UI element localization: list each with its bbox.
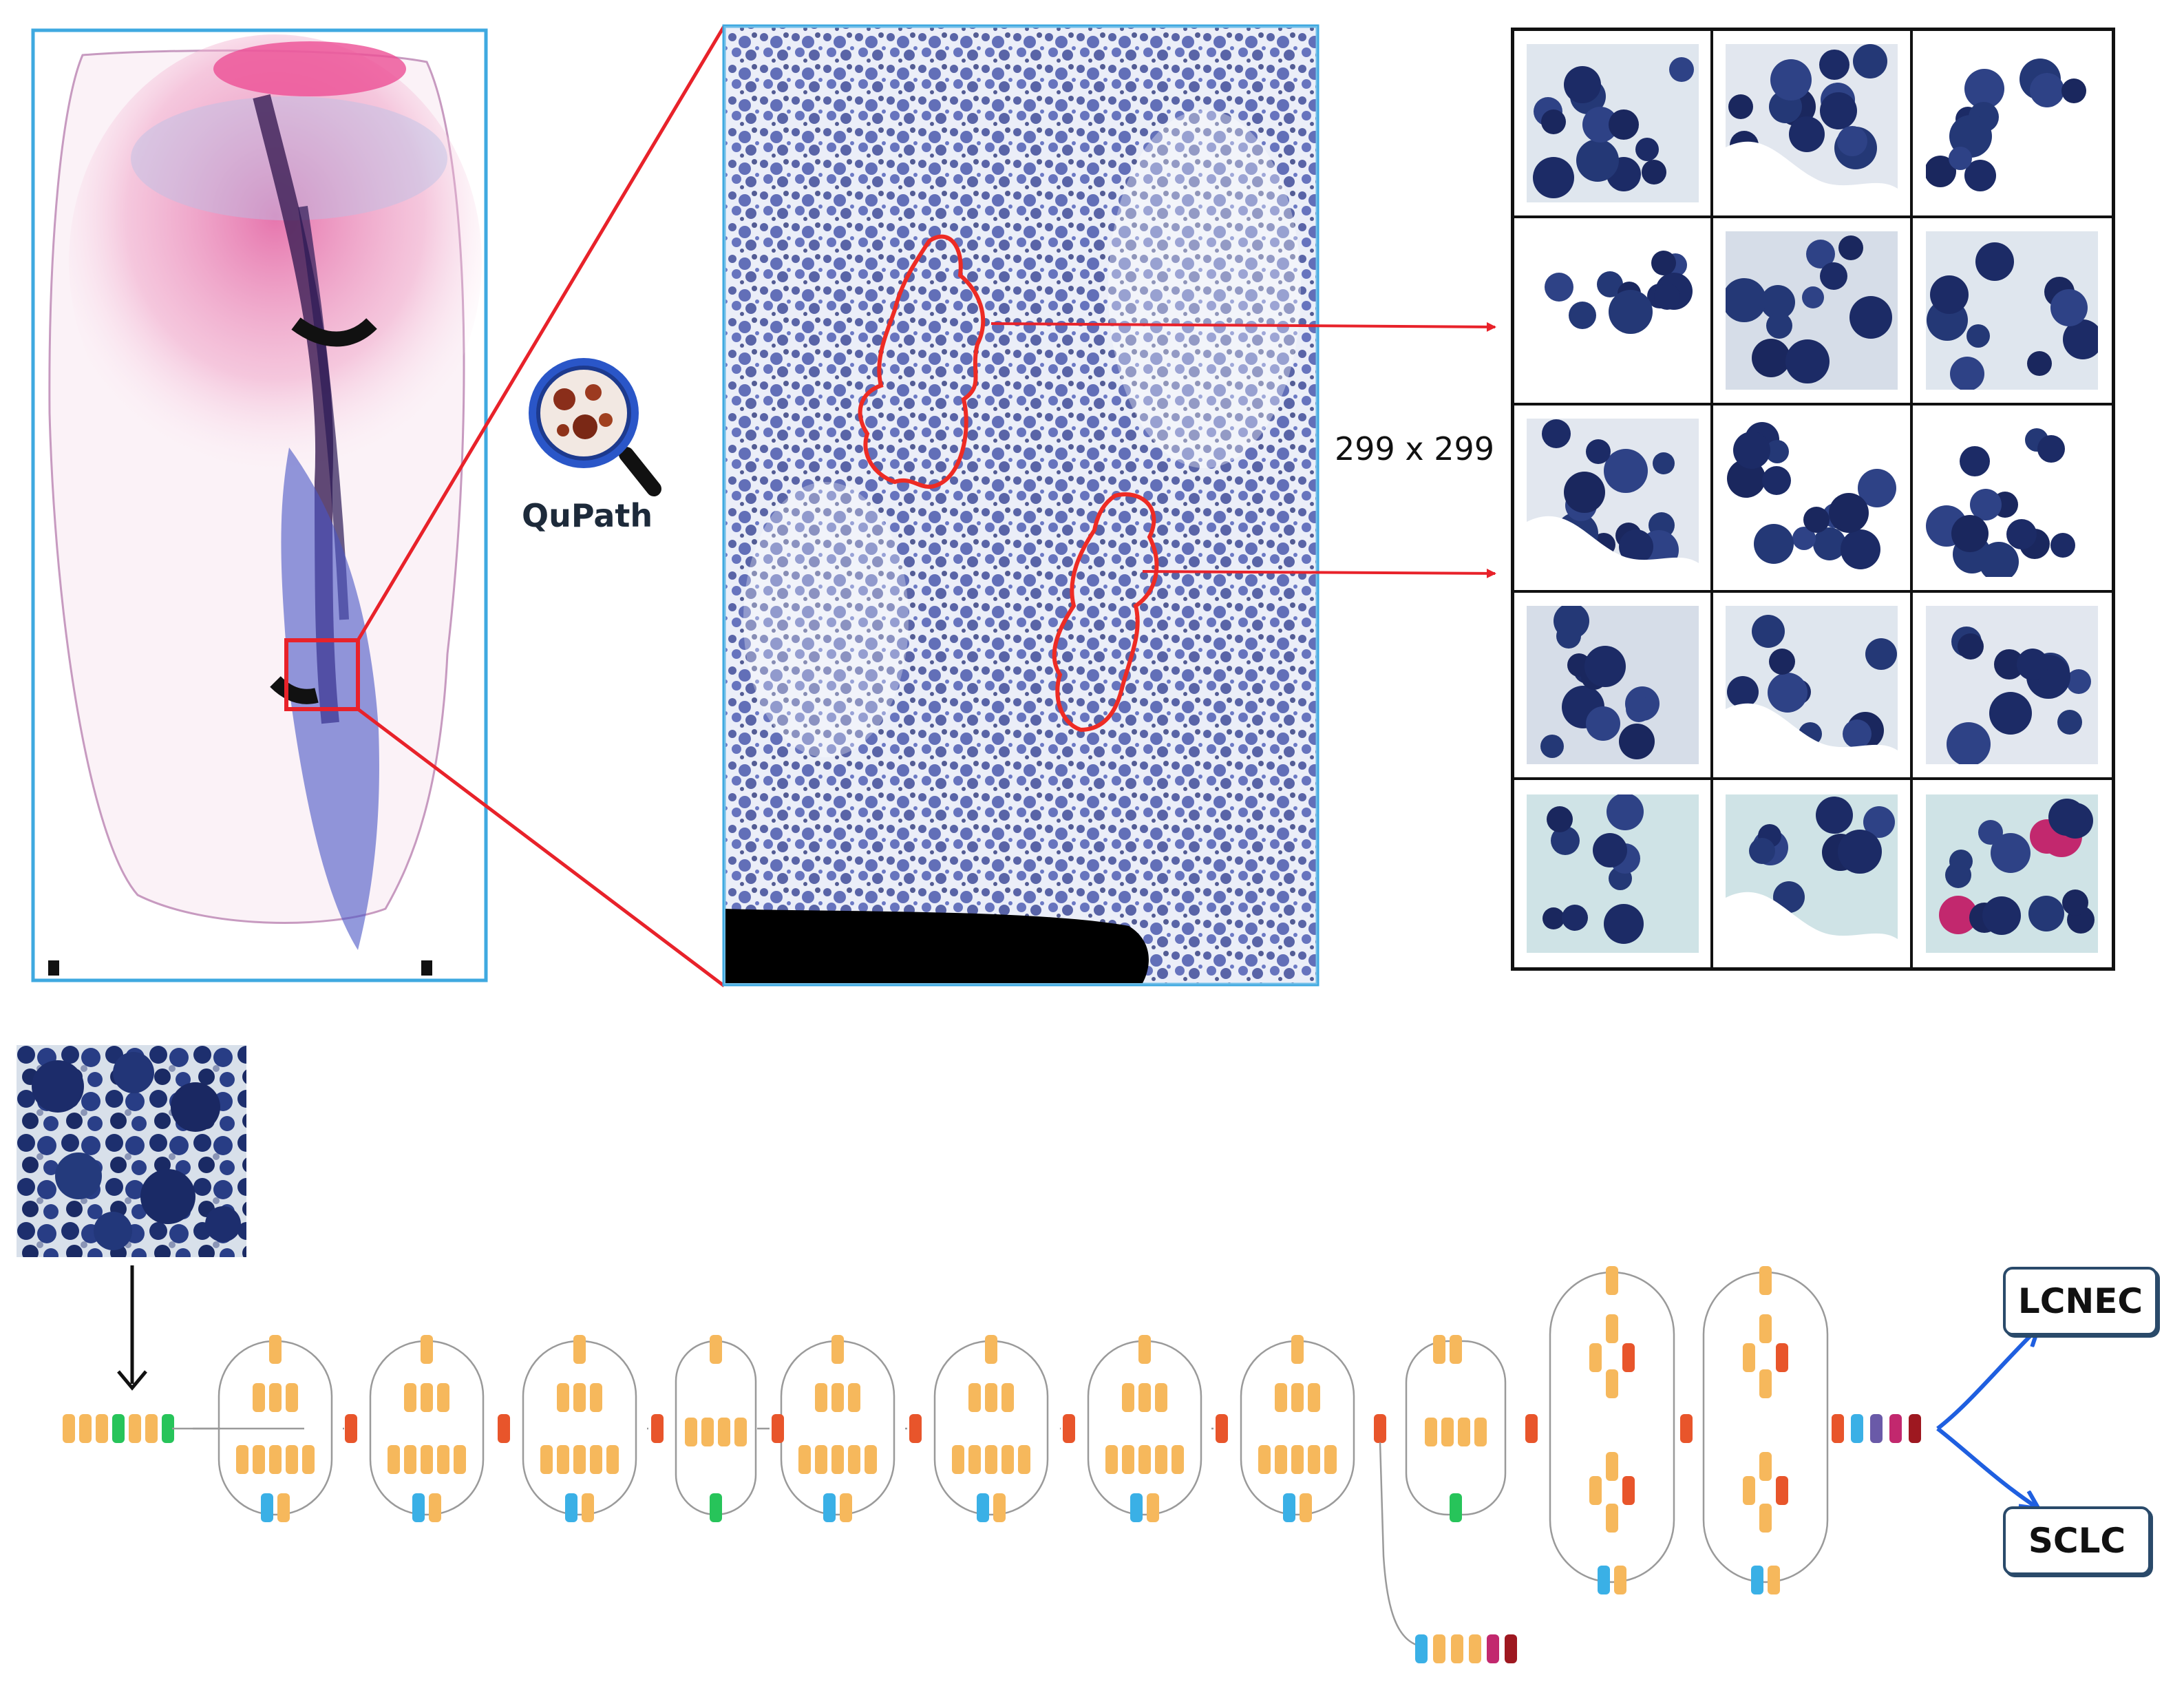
image-tile <box>1912 31 2112 218</box>
whole-slide-panel <box>31 28 488 982</box>
image-tile <box>1713 780 1913 967</box>
tile-size-label: 299 x 299 <box>1334 430 1495 467</box>
roi-outline <box>858 234 986 489</box>
image-tile <box>1713 218 1913 406</box>
roi-outline <box>1052 492 1159 733</box>
image-tile <box>1514 218 1714 406</box>
output-class-lcnec: LCNEC <box>2003 1267 2158 1336</box>
image-tile <box>1912 406 2112 593</box>
image-tile <box>1713 593 1913 780</box>
image-tile <box>1713 406 1913 593</box>
image-tile <box>1912 593 2112 780</box>
input-tile-image <box>17 1045 246 1257</box>
image-tile <box>1713 31 1913 218</box>
tile-grid <box>1511 28 2115 971</box>
image-tile <box>1514 780 1714 967</box>
output-class-sclc: SCLC <box>2003 1506 2151 1575</box>
output-class-sclc-label: SCLC <box>2028 1521 2126 1561</box>
zoom-connector-lines <box>356 25 726 987</box>
output-class-lcnec-label: LCNEC <box>2017 1281 2143 1321</box>
image-tile <box>1912 780 2112 967</box>
zoomed-region-panel <box>722 24 1319 987</box>
image-tile <box>1514 406 1714 593</box>
image-tile <box>1912 218 2112 406</box>
roi-to-tiles-arrows <box>990 322 1496 578</box>
image-tile <box>1514 593 1714 780</box>
qupath-label: QuPath <box>522 497 653 534</box>
qupath-magnifier-icon <box>529 358 661 496</box>
image-tile <box>1514 31 1714 218</box>
